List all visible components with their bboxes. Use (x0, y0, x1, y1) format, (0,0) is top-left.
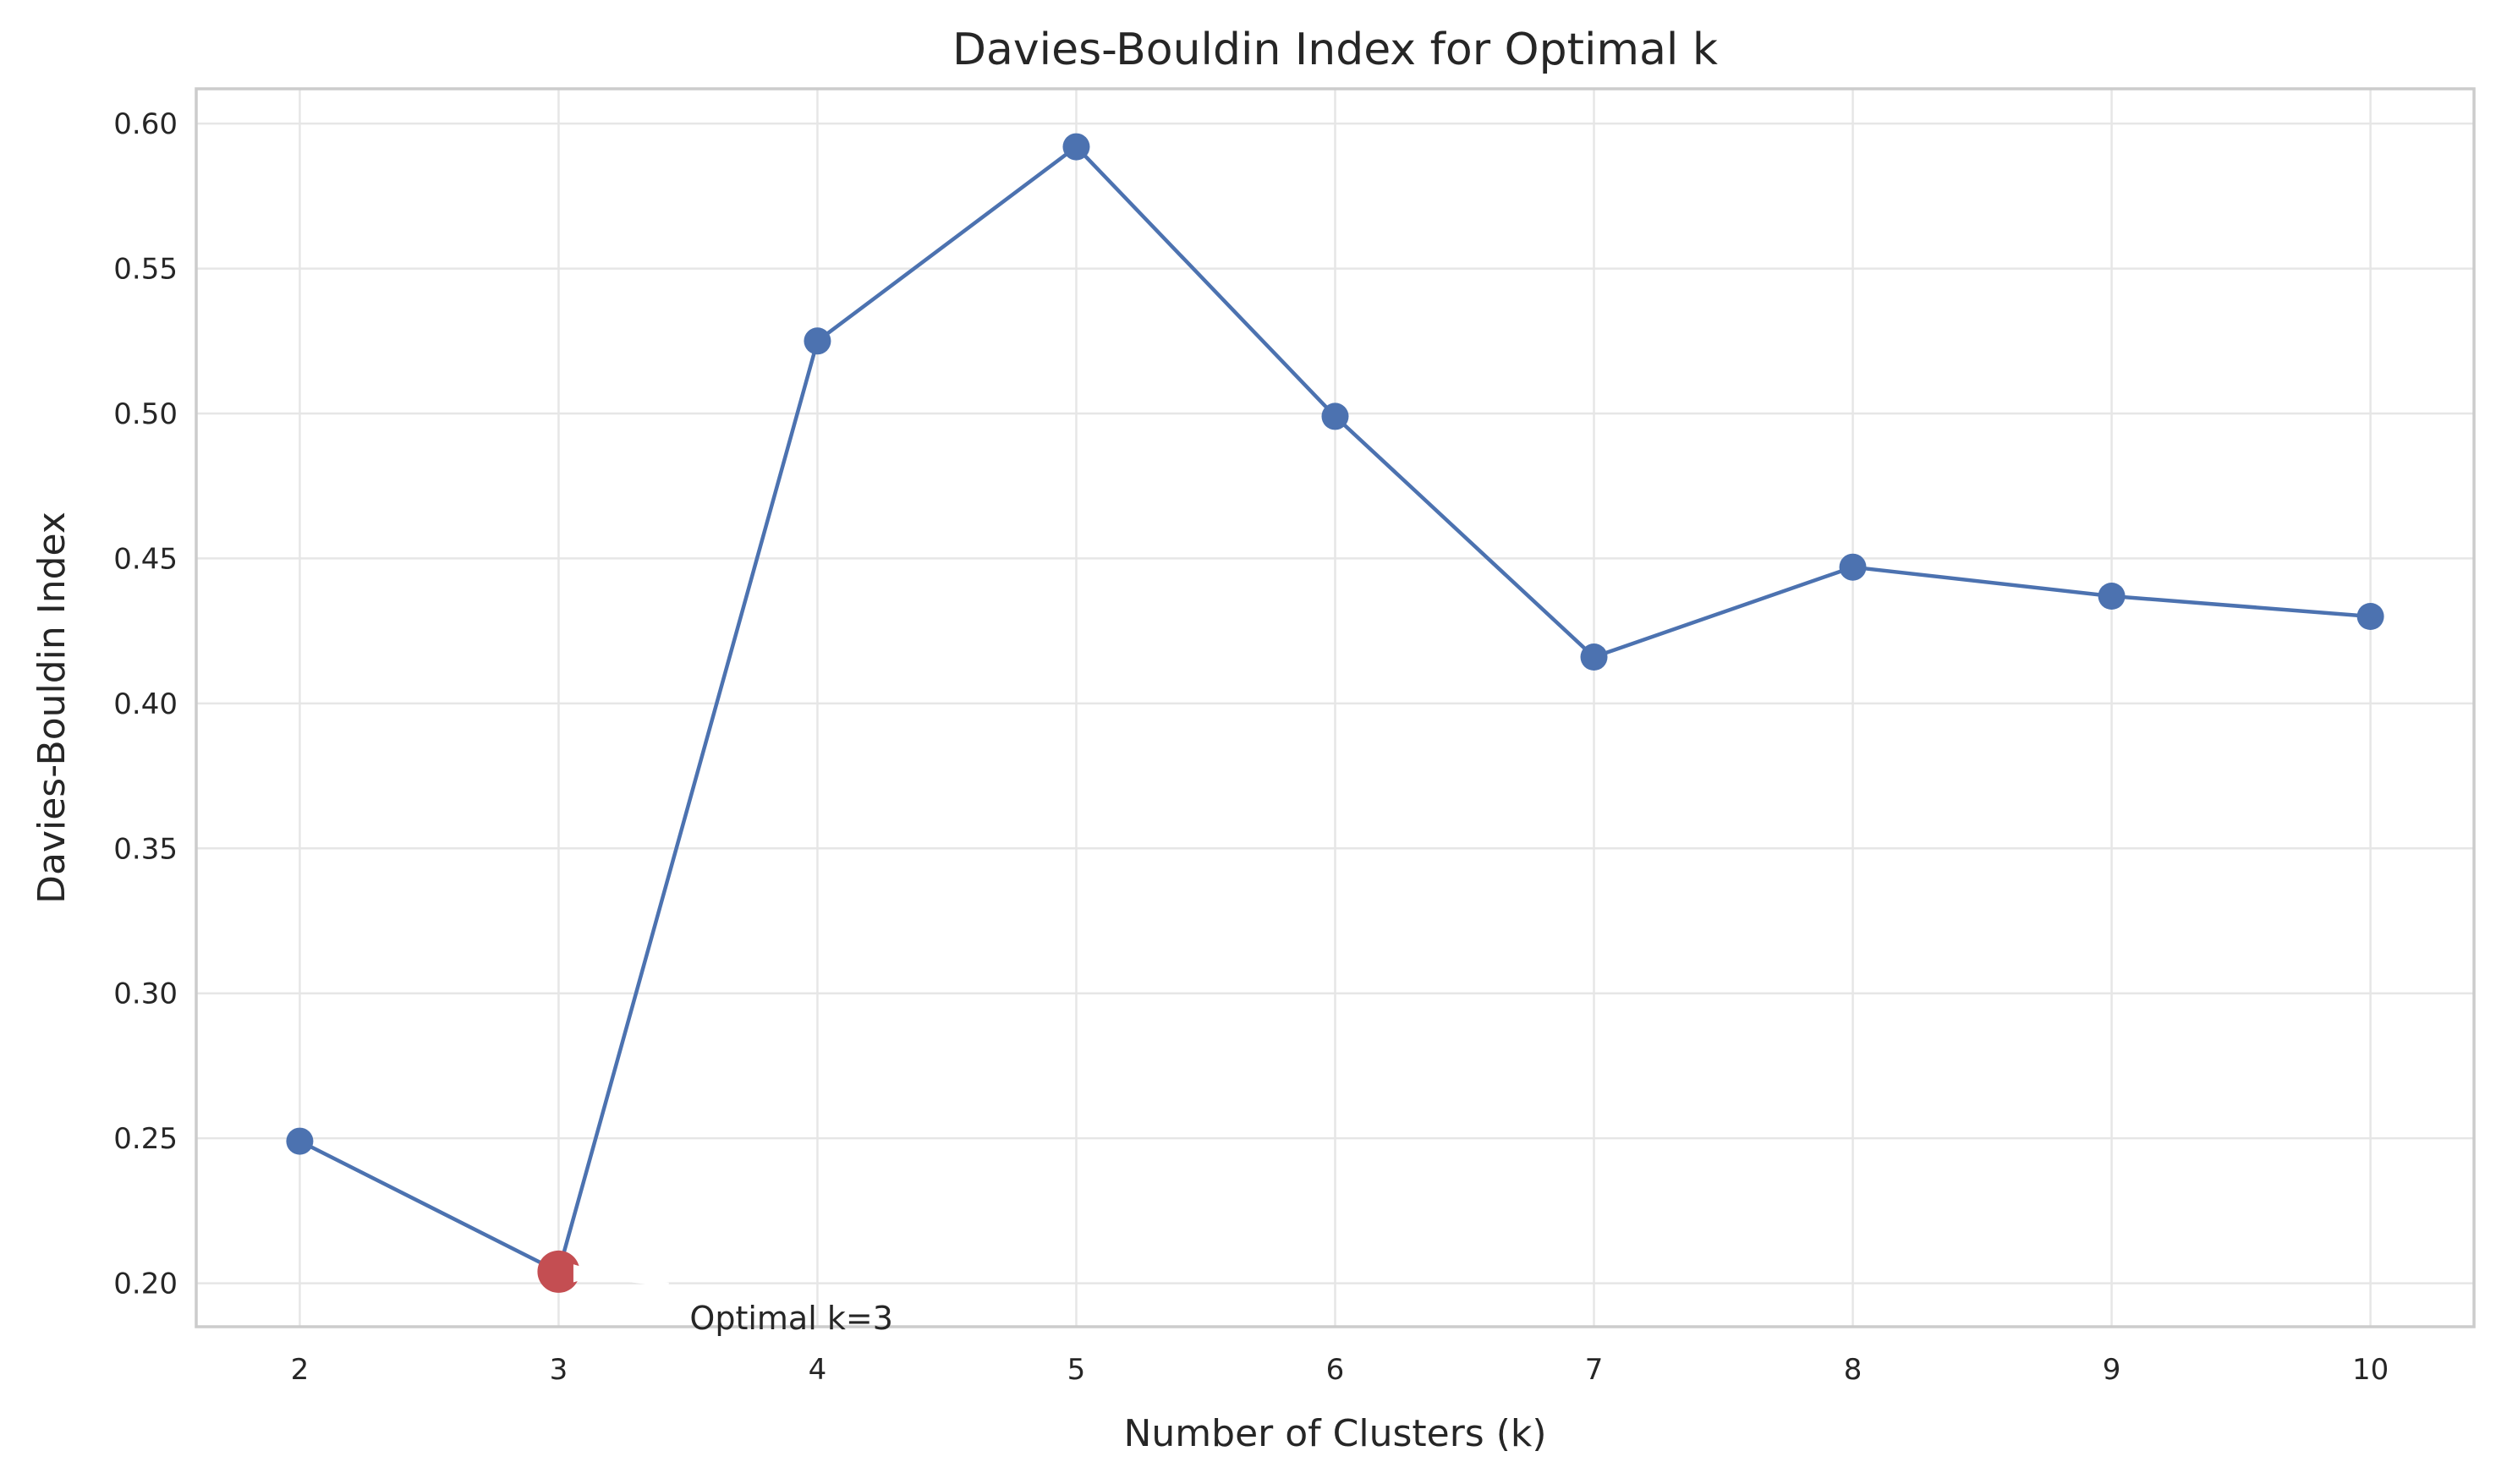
y-tick-label: 0.35 (113, 832, 178, 866)
x-tick-label: 8 (1844, 1353, 1862, 1387)
y-tick-label: 0.25 (113, 1122, 178, 1156)
y-tick-label: 0.40 (113, 687, 178, 721)
tick-labels: 2 3 4 5 6 7 8 9 10 0.20 0.25 0.30 0.35 0.40 0.45 0.50 0.… (113, 107, 2389, 1387)
annotation-arrow-shaft (598, 1272, 669, 1288)
y-tick-label: 0.55 (113, 253, 178, 287)
x-tick-label: 7 (1585, 1353, 1604, 1387)
y-tick-label: 0.45 (113, 542, 178, 576)
y-axis-label: Davies-Bouldin Index (30, 512, 74, 904)
plot-frame (195, 87, 2476, 1328)
x-tick-label: 2 (291, 1353, 310, 1387)
y-tick-label: 0.20 (113, 1268, 178, 1301)
y-tick-label: 0.50 (113, 397, 178, 431)
data-point (2098, 583, 2126, 610)
optimal-point (537, 1250, 580, 1293)
data-point (1062, 133, 1090, 161)
y-tick-label: 0.60 (113, 107, 178, 141)
data-point (1839, 553, 1867, 581)
x-tick-label: 4 (809, 1353, 827, 1387)
data-point (804, 327, 831, 355)
x-tick-label: 10 (2352, 1353, 2389, 1387)
data-point (286, 1127, 314, 1155)
data-point (1321, 402, 1349, 430)
annotation-arrow-head (573, 1264, 605, 1283)
x-tick-label: 6 (1326, 1353, 1345, 1387)
annotation-layer: Optimal k=3 (537, 1250, 893, 1337)
y-tick-label: 0.30 (113, 977, 178, 1011)
x-tick-label: 5 (1067, 1353, 1086, 1387)
grid (196, 89, 2474, 1327)
x-tick-label: 9 (2103, 1353, 2121, 1387)
data-point (1580, 643, 1608, 671)
annotation-text: Optimal k=3 (689, 1300, 892, 1337)
data-point (2356, 603, 2384, 630)
chart-title: Davies-Bouldin Index for Optimal k (952, 25, 1718, 75)
x-tick-label: 3 (550, 1353, 568, 1387)
x-axis-label: Number of Clusters (k) (1123, 1412, 1546, 1455)
